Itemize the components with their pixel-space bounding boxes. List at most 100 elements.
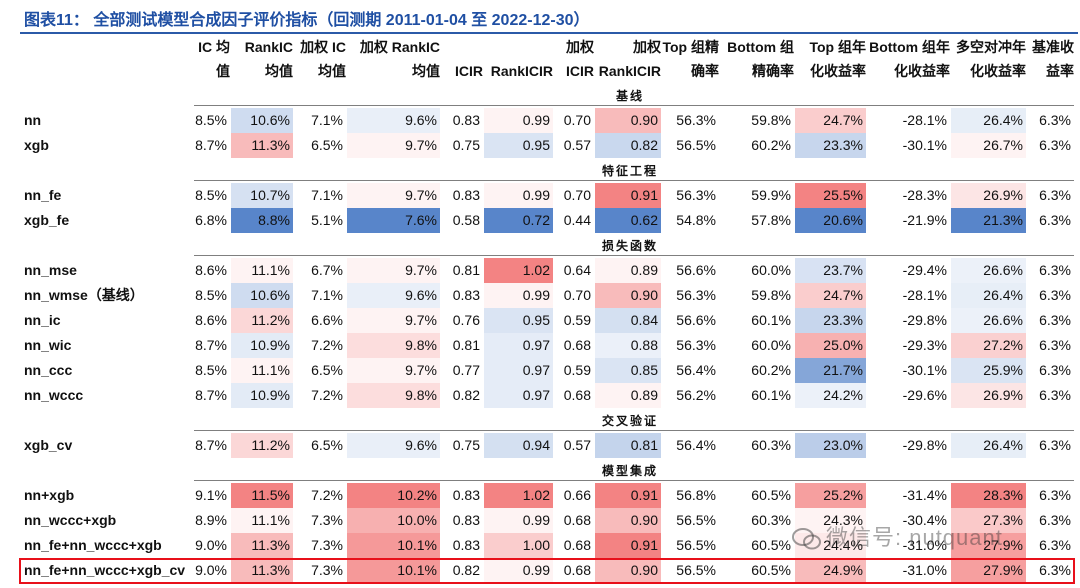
table-cell: 0.99 bbox=[484, 108, 553, 133]
table-cell: 9.8% bbox=[347, 383, 440, 408]
table-cell: 0.68 bbox=[563, 337, 591, 353]
column-header-line: 加权 bbox=[566, 39, 594, 55]
wechat-icon bbox=[792, 528, 821, 550]
table-cell: 8.7% bbox=[195, 337, 227, 353]
table-cell: 6.3% bbox=[1039, 212, 1071, 228]
table-cell: 7.6% bbox=[347, 208, 440, 233]
table-cell: 25.0% bbox=[795, 333, 866, 358]
column-header: RankICIR bbox=[478, 36, 553, 104]
column-header: 加权 RankICIR bbox=[589, 36, 661, 104]
table-cell: 6.3% bbox=[1039, 187, 1071, 203]
table-cell: 6.6% bbox=[311, 312, 343, 328]
table-cell: 10.0% bbox=[347, 508, 440, 533]
table-cell: 0.83 bbox=[452, 487, 480, 503]
table-cell: -31.0% bbox=[902, 562, 947, 578]
table-cell: 21.3% bbox=[951, 208, 1026, 233]
table-cell: 60.3% bbox=[751, 437, 791, 453]
table-cell: 7.3% bbox=[311, 512, 343, 528]
table-cell: 9.7% bbox=[347, 133, 440, 158]
column-header-line: 加权 IC bbox=[300, 39, 346, 55]
table-cell: 10.7% bbox=[231, 183, 293, 208]
table-cell: 6.5% bbox=[311, 362, 343, 378]
column-header-line: Bottom 组年 bbox=[869, 39, 950, 55]
highlight-box bbox=[19, 558, 1075, 584]
table-cell: 26.9% bbox=[951, 383, 1026, 408]
column-header: RankIC 均值 bbox=[225, 36, 293, 104]
table-cell: 0.91 bbox=[595, 483, 661, 508]
table-cell: 23.3% bbox=[795, 308, 866, 333]
table-cell: 11.5% bbox=[231, 483, 293, 508]
column-header: ICIR bbox=[435, 36, 483, 104]
section-divider bbox=[194, 255, 1074, 256]
section-header: 特征工程 bbox=[601, 164, 658, 178]
column-header: 加权 IC 均值 bbox=[288, 36, 346, 104]
table-cell: 60.5% bbox=[751, 537, 791, 553]
table-cell: 5.1% bbox=[311, 212, 343, 228]
table-cell: 8.5% bbox=[195, 362, 227, 378]
table-cell: 59.8% bbox=[751, 112, 791, 128]
table-cell: 25.9% bbox=[951, 358, 1026, 383]
table-cell: 56.6% bbox=[676, 312, 716, 328]
table-cell: 6.3% bbox=[1039, 487, 1071, 503]
table-cell: -29.3% bbox=[902, 337, 947, 353]
table-cell: 60.5% bbox=[751, 562, 791, 578]
table-cell: 24.7% bbox=[795, 108, 866, 133]
table-cell: 24.2% bbox=[795, 383, 866, 408]
table-cell: 6.3% bbox=[1039, 362, 1071, 378]
table-cell: 27.9% bbox=[951, 533, 1026, 558]
table-cell: -31.4% bbox=[902, 487, 947, 503]
table-cell: 0.83 bbox=[452, 537, 480, 553]
table-cell: 8.7% bbox=[195, 137, 227, 153]
table-cell: 0.68 bbox=[563, 387, 591, 403]
table-cell: 0.68 bbox=[563, 537, 591, 553]
column-header-line: 加权 bbox=[633, 39, 661, 55]
section-header: 交叉验证 bbox=[601, 414, 658, 428]
row-label: xgb bbox=[24, 137, 49, 153]
column-header-line: 益率 bbox=[1046, 63, 1074, 79]
table-cell: 10.2% bbox=[347, 483, 440, 508]
row-label: xgb_cv bbox=[24, 437, 73, 453]
section-divider bbox=[194, 430, 1074, 431]
table-cell: 10.6% bbox=[231, 283, 293, 308]
table-cell: 10.6% bbox=[231, 108, 293, 133]
table-cell: -28.3% bbox=[902, 187, 947, 203]
column-header: 多空对冲年 化收益率 bbox=[945, 36, 1026, 104]
table-cell: 9.1% bbox=[195, 487, 227, 503]
table-cell: 6.3% bbox=[1039, 387, 1071, 403]
table-cell: 8.5% bbox=[195, 112, 227, 128]
table-cell: 0.59 bbox=[563, 362, 591, 378]
table-cell: 6.7% bbox=[311, 262, 343, 278]
table-cell: 23.3% bbox=[795, 133, 866, 158]
table-cell: -21.9% bbox=[902, 212, 947, 228]
table-cell: 6.3% bbox=[1039, 337, 1071, 353]
table-cell: 0.75 bbox=[452, 137, 480, 153]
table-cell: 0.83 bbox=[452, 187, 480, 203]
table-cell: 6.3% bbox=[1039, 287, 1071, 303]
table-cell: 0.84 bbox=[595, 308, 661, 333]
table-cell: -29.8% bbox=[902, 312, 947, 328]
table-cell: 0.90 bbox=[595, 558, 661, 583]
table-cell: 56.4% bbox=[676, 437, 716, 453]
table-cell: 0.95 bbox=[484, 308, 553, 333]
column-header-line: Top 组年 bbox=[809, 39, 866, 55]
table-cell: 7.1% bbox=[311, 187, 343, 203]
table-cell: 0.70 bbox=[563, 187, 591, 203]
figure-title: 图表11： 全部测试模型合成因子评价指标（回测期 2011-01-04 至 20… bbox=[24, 12, 590, 29]
table-cell: 10.9% bbox=[231, 383, 293, 408]
table-cell: 11.1% bbox=[231, 508, 293, 533]
table-cell: 56.5% bbox=[676, 537, 716, 553]
column-header: Top 组年 化收益率 bbox=[789, 36, 866, 104]
title-rule bbox=[20, 32, 1078, 34]
table-cell: 8.8% bbox=[231, 208, 293, 233]
table-cell: 0.85 bbox=[595, 358, 661, 383]
table-cell: -30.4% bbox=[902, 512, 947, 528]
table-cell: 0.59 bbox=[563, 312, 591, 328]
table-cell: -28.1% bbox=[902, 287, 947, 303]
row-label: nn_ic bbox=[24, 312, 61, 328]
table-cell: 9.6% bbox=[347, 433, 440, 458]
table-cell: 21.7% bbox=[795, 358, 866, 383]
row-label: nn_fe+nn_wccc+xgb_cv bbox=[24, 562, 186, 578]
column-header-line: 化收益率 bbox=[810, 63, 866, 79]
table-cell: 11.2% bbox=[231, 308, 293, 333]
table-cell: 0.97 bbox=[484, 333, 553, 358]
